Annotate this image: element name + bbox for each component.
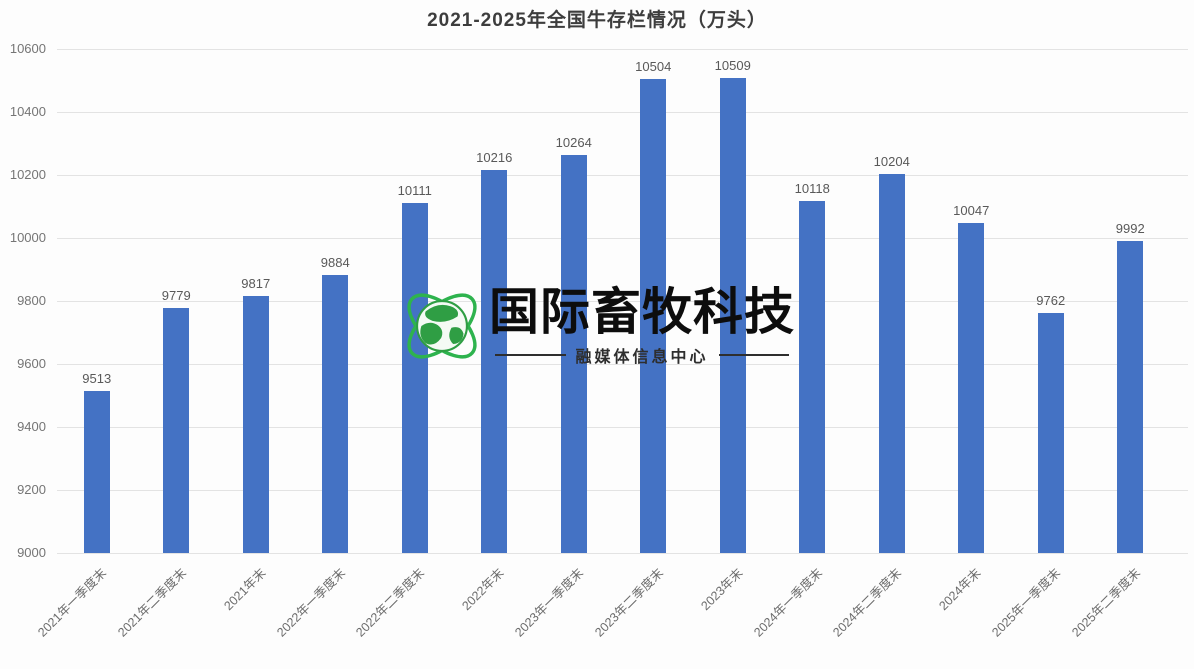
bar-value-label: 10118 (794, 181, 830, 196)
gridline (57, 112, 1188, 113)
bar-value-label: 10216 (476, 150, 513, 165)
bar (640, 79, 667, 553)
bar (242, 296, 269, 553)
y-axis-tick-label: 10000 (9, 230, 46, 245)
gridline (57, 175, 1188, 176)
gridline (57, 427, 1188, 428)
bar (958, 223, 985, 553)
y-axis-tick-label: 9800 (17, 293, 46, 308)
bar (401, 203, 428, 553)
chart-title: 2021-2025年全国牛存栏情况（万头） (427, 10, 767, 31)
bar-column: 9779 2021年二季度末 (115, 49, 217, 640)
watermark: 国际畜牧科技 融媒体信息中心 (399, 283, 795, 369)
gridline (57, 49, 1188, 50)
gridline (57, 301, 1188, 302)
bar (1117, 241, 1144, 553)
bar (322, 275, 349, 553)
bar-value-label: 9992 (1115, 221, 1145, 236)
bar-column: 9762 2025年一季度末 (990, 49, 1091, 640)
y-axis-tick-label: 9400 (17, 419, 46, 434)
bar-column: 10204 2024年二季度末 (831, 49, 932, 640)
bar-value-label: 10264 (555, 135, 592, 150)
y-axis-tick-label: 10200 (9, 167, 46, 182)
bar-value-label: 9513 (82, 371, 112, 386)
y-axis-tick-label: 9600 (17, 356, 46, 371)
bar-value-label: 10111 (397, 183, 432, 198)
bar-column: 10047 2024年末 (932, 49, 1012, 613)
subtitle-left-rule (495, 354, 566, 356)
y-axis-tick-label: 10400 (9, 104, 46, 119)
bar-value-label: 9817 (241, 276, 271, 291)
gridline (57, 364, 1188, 365)
watermark-text-block: 国际畜牧科技 融媒体信息中心 (489, 285, 795, 367)
bar-column: 9513 2021年一季度末 (36, 49, 137, 640)
gridline (57, 553, 1188, 554)
watermark-subtitle: 融媒体信息中心 (575, 349, 709, 366)
bar (878, 174, 905, 553)
bar (1037, 313, 1064, 553)
bar (719, 78, 746, 553)
bar-column: 10504 2023年二季度末 (592, 49, 694, 640)
bar (481, 170, 508, 553)
gridline (57, 490, 1188, 491)
bar (83, 391, 110, 553)
bar (163, 308, 190, 553)
bar-value-label: 10504 (635, 59, 672, 74)
bars-area: 9513 2021年一季度末 9779 2021年二季度末 9817 2021年末 9884… (36, 49, 1171, 640)
watermark-title: 国际畜牧科技 (489, 284, 795, 340)
gridline (57, 238, 1188, 239)
bar-column: 9992 2025年二季度末 (1069, 49, 1171, 640)
y-axis-tick-label: 10600 (9, 41, 46, 56)
watermark-subtitle-row: 融媒体信息中心 (489, 343, 795, 367)
subtitle-right-rule (718, 354, 790, 356)
bar (799, 201, 826, 553)
bar-column: 10111 2022年二季度末 (354, 49, 455, 640)
bar-value-label: 10204 (873, 154, 910, 169)
bar-column: 10118 2024年一季度末 (751, 49, 853, 640)
globe-orbit-icon (407, 293, 477, 359)
y-axis-tick-label: 9200 (17, 482, 46, 497)
y-axis-tick-label: 9000 (17, 545, 46, 560)
bar-value-label: 9884 (320, 255, 350, 270)
bar-column: 10509 2023年末 (693, 49, 773, 613)
bar-column: 10216 2022年末 (455, 49, 535, 613)
bar-column: 9884 2022年一季度末 (274, 49, 376, 640)
bar-value-label: 10047 (953, 203, 990, 218)
bar-value-label: 9779 (161, 288, 191, 303)
bar-column: 9817 2021年末 (216, 49, 296, 613)
bar-value-label: 9762 (1036, 293, 1066, 308)
bar-value-label: 10509 (714, 58, 751, 73)
